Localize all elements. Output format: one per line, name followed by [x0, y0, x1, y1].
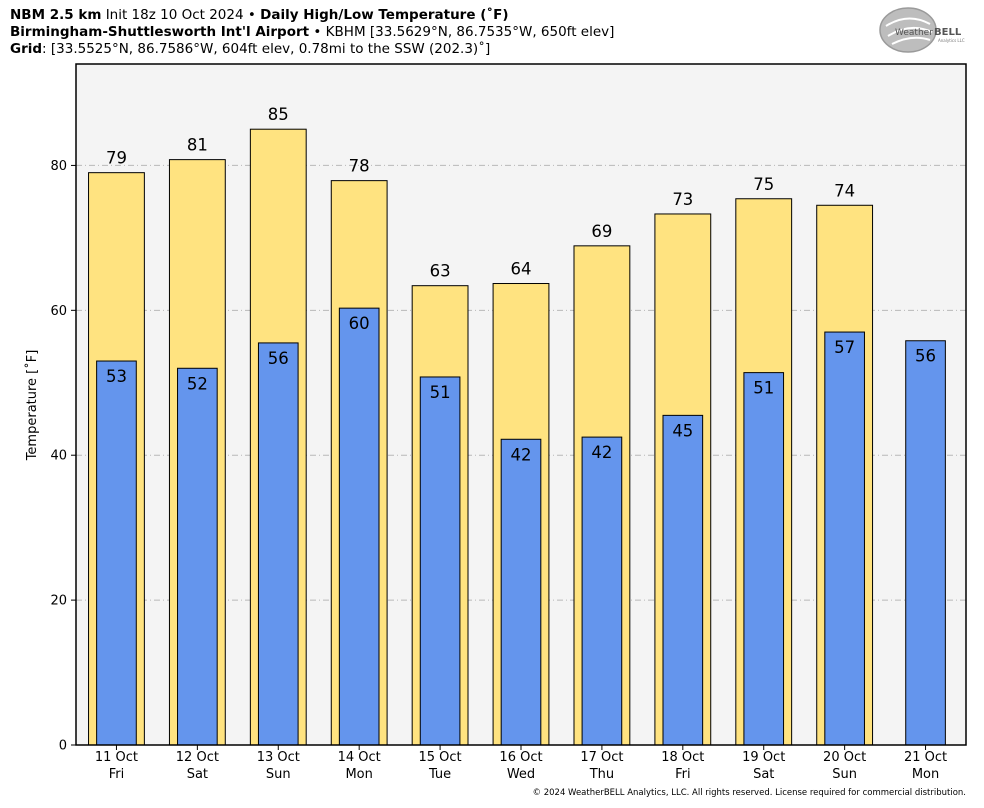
- x-tick-label-day: Mon: [912, 767, 939, 782]
- low-temp-bar: [662, 414, 704, 746]
- grid-label: Grid: [10, 41, 43, 57]
- high-temp-label: 79: [106, 149, 127, 168]
- low-temp-bar: [338, 307, 380, 746]
- y-axis-label: Temperature [˚F]: [24, 350, 40, 462]
- product-name: Daily High/Low Temperature (˚F): [260, 7, 509, 23]
- low-temp-bar: [96, 360, 137, 746]
- axes: 0 20 40 60 80 11 Oct Fri 12 Oct Sat 13 Oct Sun 14 O…: [50, 159, 947, 782]
- low-temp-label: 51: [430, 383, 451, 402]
- x-tick-label-day: Sun: [266, 767, 291, 782]
- high-temp-label: 69: [591, 222, 612, 241]
- low-temp-bar: [500, 438, 542, 746]
- low-temp-label: 53: [106, 367, 127, 386]
- low-temp-bar: [743, 372, 785, 746]
- y-tick-label: 0: [59, 739, 67, 754]
- logo-text-2: BELL: [934, 27, 962, 38]
- logo-subtext: Analytics LLC: [938, 38, 965, 43]
- low-temp-label: 60: [349, 314, 370, 333]
- x-tick-label-date: 18 Oct: [661, 750, 704, 765]
- x-tick-label-day: Tue: [428, 767, 451, 782]
- weatherbell-logo: Weather BELL Analytics LLC: [879, 7, 965, 53]
- title-line-1: NBM 2.5 km Init 18z 10 Oct 2024 • Daily …: [10, 7, 509, 23]
- low-temp-label: 56: [268, 349, 289, 368]
- low-temp-label: 57: [834, 338, 855, 357]
- high-temp-label: 81: [187, 136, 208, 155]
- separator: •: [247, 7, 256, 23]
- x-tick-label-day: Fri: [109, 767, 125, 782]
- y-tick-label: 60: [50, 304, 67, 319]
- copyright-notice: © 2024 WeatherBELL Analytics, LLC. All r…: [532, 788, 966, 798]
- low-temp-label: 45: [672, 421, 693, 440]
- high-temp-label: 64: [511, 260, 532, 279]
- model-name: NBM 2.5 km: [10, 7, 102, 23]
- y-tick-label: 20: [50, 594, 67, 609]
- grid-detail: : [33.5525°N, 86.7586°W, 604ft elev, 0.7…: [42, 41, 491, 57]
- x-tick-label-day: Sat: [187, 767, 208, 782]
- x-tick-label-date: 14 Oct: [338, 750, 381, 765]
- low-temp-label: 42: [511, 445, 532, 464]
- high-temp-label: 85: [268, 105, 289, 124]
- title-line-2: Birmingham-Shuttlesworth Int'l Airport •…: [10, 24, 614, 40]
- low-temp-bar: [177, 367, 218, 746]
- low-temp-bar: [419, 376, 461, 746]
- station-name: Birmingham-Shuttlesworth Int'l Airport: [10, 24, 310, 40]
- data-labels: 79 53 81 52 85 56 78 60 63 51 64 42 69 42 73 45 75 51 74 57…: [106, 105, 936, 464]
- y-tick-label: 80: [50, 159, 67, 174]
- x-tick-label-date: 13 Oct: [257, 750, 300, 765]
- high-temp-label: 75: [753, 175, 774, 194]
- x-tick-label-day: Sun: [832, 767, 857, 782]
- x-tick-label-date: 19 Oct: [742, 750, 785, 765]
- low-temp-bar: [257, 342, 299, 746]
- x-tick-label-date: 11 Oct: [95, 750, 138, 765]
- x-tick-label-day: Mon: [345, 767, 372, 782]
- x-tick-label-day: Fri: [675, 767, 691, 782]
- x-tick-label-date: 16 Oct: [499, 750, 542, 765]
- low-temp-label: 42: [591, 443, 612, 462]
- x-tick-label-day: Sat: [753, 767, 774, 782]
- station-detail: KBHM [33.5629°N, 86.7535°W, 650ft elev]: [325, 24, 615, 40]
- low-temp-bar: [905, 340, 946, 746]
- x-tick-label-date: 17 Oct: [580, 750, 623, 765]
- high-temp-label: 74: [834, 181, 855, 200]
- x-tick-label-date: 21 Oct: [904, 750, 947, 765]
- separator: •: [313, 24, 322, 40]
- high-temp-label: 78: [349, 157, 370, 176]
- low-temp-bar: [581, 436, 623, 746]
- init-time: Init 18z 10 Oct 2024: [105, 7, 244, 23]
- x-tick-label-date: 15 Oct: [419, 750, 462, 765]
- low-temp-label: 56: [915, 347, 936, 366]
- x-tick-label-date: 20 Oct: [823, 750, 866, 765]
- title-line-3: Grid: [33.5525°N, 86.7586°W, 604ft elev,…: [10, 41, 490, 57]
- high-temp-label: 73: [672, 190, 693, 209]
- y-tick-label: 40: [50, 449, 67, 464]
- logo-text-1: Weather: [895, 28, 933, 38]
- low-temp-label: 52: [187, 374, 208, 393]
- low-temp-bar: [824, 331, 865, 746]
- bars: [88, 128, 946, 746]
- high-temp-label: 63: [430, 262, 451, 281]
- low-temp-label: 51: [753, 379, 774, 398]
- x-tick-label-day: Thu: [589, 767, 614, 782]
- x-tick-label-date: 12 Oct: [176, 750, 219, 765]
- x-tick-label-day: Wed: [507, 767, 535, 782]
